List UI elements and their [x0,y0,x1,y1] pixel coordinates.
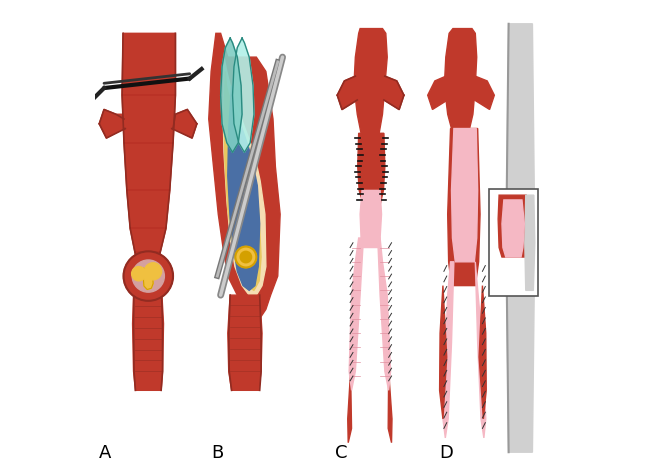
Polygon shape [452,129,477,262]
Polygon shape [233,38,254,152]
Polygon shape [506,24,535,452]
Circle shape [124,251,173,301]
Polygon shape [473,76,494,109]
Polygon shape [221,38,242,152]
Text: D: D [440,444,454,462]
Polygon shape [172,109,197,138]
Polygon shape [444,29,477,138]
Polygon shape [443,262,454,438]
Polygon shape [448,129,480,286]
Polygon shape [122,33,176,276]
Circle shape [235,247,256,268]
Polygon shape [354,29,387,143]
Polygon shape [440,286,447,419]
Polygon shape [349,238,364,390]
Polygon shape [209,33,280,324]
Text: A: A [99,444,112,462]
Polygon shape [348,371,352,443]
Polygon shape [382,76,404,109]
Text: B: B [211,444,223,462]
Polygon shape [358,133,385,205]
Polygon shape [132,281,164,390]
Polygon shape [99,109,126,138]
Ellipse shape [134,277,162,285]
Polygon shape [388,371,392,443]
Polygon shape [479,286,486,419]
Polygon shape [228,295,262,390]
Polygon shape [228,86,259,290]
Polygon shape [502,200,524,257]
Polygon shape [360,190,382,248]
Text: C: C [335,444,347,462]
Circle shape [132,260,164,292]
Polygon shape [525,195,535,290]
Circle shape [144,263,162,280]
Polygon shape [498,195,527,257]
Polygon shape [475,262,485,438]
Circle shape [132,267,146,281]
Polygon shape [378,238,390,390]
FancyBboxPatch shape [489,189,538,296]
Polygon shape [223,57,266,295]
Circle shape [240,251,251,263]
Polygon shape [337,76,359,109]
Polygon shape [224,71,261,290]
Polygon shape [428,76,450,109]
Polygon shape [136,267,160,289]
Ellipse shape [135,277,161,285]
